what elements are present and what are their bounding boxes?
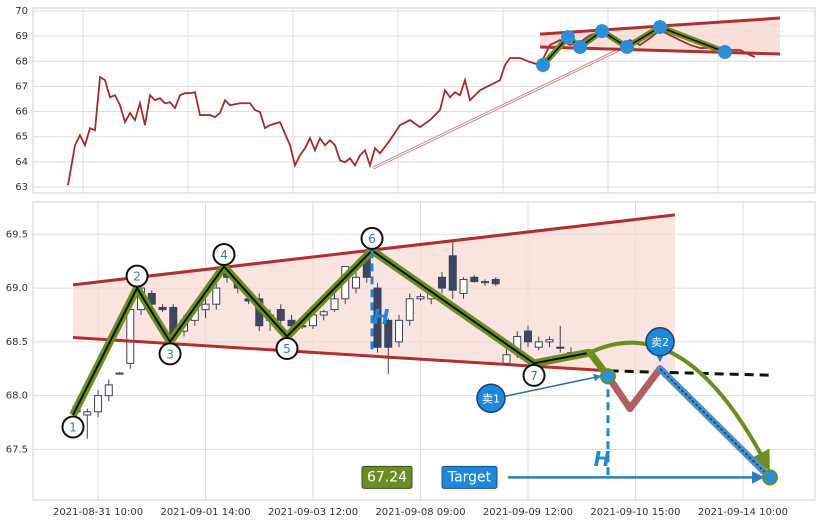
pivot-badge bbox=[158, 342, 182, 366]
x-tick-label: 2021-09-09 12:00 bbox=[483, 507, 573, 518]
y-tick-label: 67 bbox=[15, 81, 28, 92]
projection-core bbox=[659, 368, 771, 478]
pivot-label: 4 bbox=[220, 248, 228, 262]
candle-body bbox=[212, 287, 221, 305]
pivot-marker bbox=[620, 39, 634, 54]
candle-body bbox=[491, 278, 500, 285]
target-box bbox=[441, 465, 498, 489]
channel-line bbox=[72, 336, 610, 373]
candle-body bbox=[104, 384, 113, 397]
x-tick-label: 2021-09-03 12:00 bbox=[268, 507, 358, 518]
candle-body bbox=[115, 372, 124, 375]
candle-body bbox=[459, 278, 468, 294]
candle-body bbox=[201, 303, 210, 311]
pivot-label: 2 bbox=[133, 270, 141, 284]
projection-marker bbox=[599, 368, 616, 385]
candle-body bbox=[352, 276, 361, 289]
candle-body bbox=[83, 411, 92, 416]
candle-body bbox=[545, 339, 554, 343]
projection-segment bbox=[626, 365, 664, 413]
candle-body bbox=[481, 281, 490, 284]
neckline-core bbox=[372, 29, 661, 169]
y-tick-label: 69.5 bbox=[6, 229, 28, 240]
pivot-marker bbox=[573, 39, 587, 54]
zigzag-core bbox=[72, 249, 591, 416]
projection-marker bbox=[761, 469, 778, 486]
pivot-label: 6 bbox=[368, 232, 376, 246]
pivot-badge bbox=[360, 226, 384, 250]
candle-body bbox=[384, 319, 393, 348]
pivot-badge bbox=[125, 264, 149, 288]
pivot-badge bbox=[212, 243, 236, 267]
candle-body bbox=[534, 341, 543, 348]
candle-body bbox=[416, 296, 425, 300]
projection-arc bbox=[589, 340, 770, 471]
x-tick-label: 2021-09-14 10:00 bbox=[698, 507, 788, 518]
y-tick-label: 67.5 bbox=[6, 444, 28, 455]
signal-bubble bbox=[476, 383, 506, 414]
candle-body bbox=[470, 276, 479, 283]
height-label: H bbox=[594, 447, 611, 471]
candle-body bbox=[276, 309, 285, 321]
y-tick-label: 69.0 bbox=[6, 283, 28, 294]
pivot-marker bbox=[653, 20, 667, 35]
target-value-box bbox=[361, 465, 413, 489]
x-tick-label: 2021-09-10 15:00 bbox=[590, 507, 680, 518]
candle-body bbox=[448, 255, 457, 291]
pivot-marker bbox=[536, 58, 550, 73]
x-tick-label: 2021-09-08 09:00 bbox=[375, 507, 465, 518]
candle-body bbox=[158, 306, 167, 311]
pivot-badge bbox=[522, 363, 546, 387]
pivot-marker bbox=[561, 30, 575, 45]
candle-body bbox=[319, 311, 328, 316]
y-tick-label: 70 bbox=[15, 6, 28, 17]
target-label: Target bbox=[447, 469, 492, 485]
signal-label: 卖1 bbox=[482, 392, 500, 405]
y-tick-label: 68.5 bbox=[6, 337, 28, 348]
signal-pointer bbox=[504, 373, 602, 398]
candle-body bbox=[502, 354, 511, 364]
pivot-label: 3 bbox=[166, 347, 174, 361]
channel-extension bbox=[609, 369, 770, 377]
y-tick-label: 65 bbox=[15, 132, 28, 143]
pivot-marker bbox=[595, 24, 609, 39]
candle-body bbox=[330, 298, 339, 311]
height-label: H bbox=[373, 305, 390, 329]
y-tick-label: 68.0 bbox=[6, 391, 28, 402]
candle-body bbox=[523, 330, 532, 343]
candle-body bbox=[395, 319, 404, 343]
y-tick-label: 63 bbox=[15, 182, 28, 193]
y-tick-label: 69 bbox=[15, 31, 28, 42]
pivot-badge bbox=[61, 415, 85, 439]
y-tick-label: 68 bbox=[15, 56, 28, 67]
x-tick-label: 2021-09-01 14:00 bbox=[160, 507, 250, 518]
candle-body bbox=[556, 346, 565, 349]
pivot-label: 7 bbox=[530, 369, 538, 383]
pivot-label: 1 bbox=[69, 421, 77, 435]
pivot-badge bbox=[275, 336, 299, 360]
target-value: 67.24 bbox=[367, 469, 407, 485]
pivot-label: 5 bbox=[283, 342, 291, 356]
candle-body bbox=[405, 298, 414, 321]
y-tick-label: 66 bbox=[15, 107, 28, 118]
pivot-marker bbox=[718, 44, 732, 59]
candle-body bbox=[373, 287, 382, 348]
channel-shade bbox=[540, 18, 780, 54]
signal-label: 卖2 bbox=[651, 336, 669, 349]
candle-body bbox=[94, 395, 103, 413]
y-tick-label: 64 bbox=[15, 157, 28, 168]
x-tick-label: 2021-08-31 10:00 bbox=[53, 507, 143, 518]
candle-body bbox=[438, 276, 447, 289]
candle-body bbox=[126, 309, 135, 364]
signal-bubble bbox=[645, 327, 675, 357]
